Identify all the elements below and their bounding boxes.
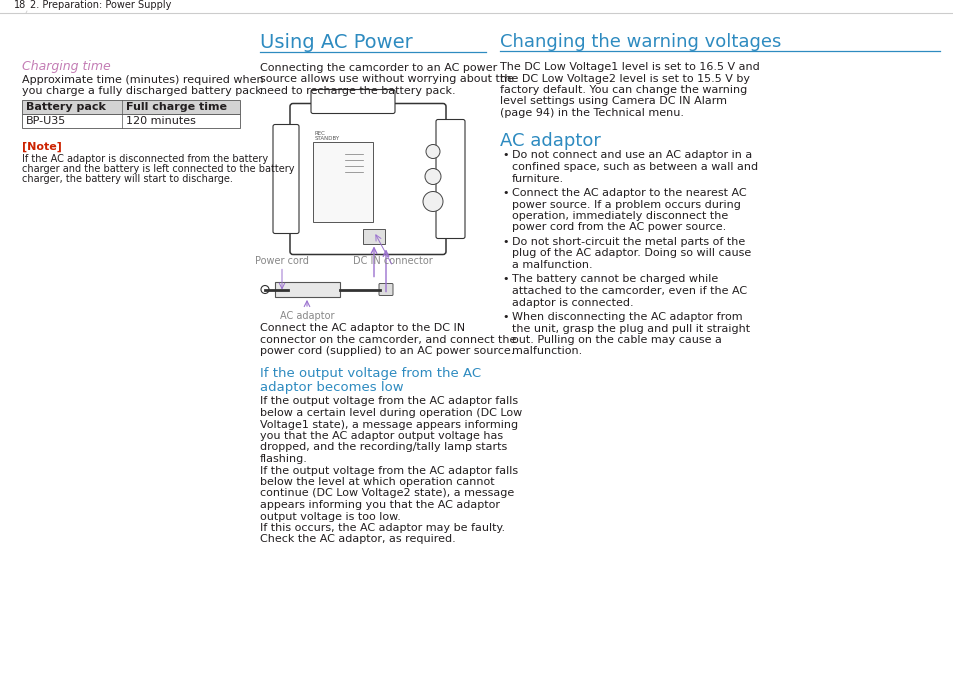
Text: •: •: [501, 151, 508, 161]
Text: REC
STANDBY: REC STANDBY: [314, 131, 340, 142]
Text: source allows use without worrying about the: source allows use without worrying about…: [260, 74, 514, 84]
Text: below the level at which operation cannot: below the level at which operation canno…: [260, 477, 494, 487]
Text: factory default. You can change the warning: factory default. You can change the warn…: [499, 85, 746, 95]
Text: output voltage is too low.: output voltage is too low.: [260, 512, 400, 522]
Bar: [22, 114, 240, 128]
Text: out. Pulling on the cable may cause a: out. Pulling on the cable may cause a: [512, 335, 721, 345]
Text: If this occurs, the AC adaptor may be faulty.: If this occurs, the AC adaptor may be fa…: [260, 523, 504, 533]
Text: dropped, and the recording/tally lamp starts: dropped, and the recording/tally lamp st…: [260, 443, 507, 452]
Text: Power cord: Power cord: [254, 256, 309, 267]
Text: Connect the AC adaptor to the nearest AC: Connect the AC adaptor to the nearest AC: [512, 188, 746, 198]
Text: If the AC adaptor is disconnected from the battery: If the AC adaptor is disconnected from t…: [22, 154, 268, 164]
Text: you that the AC adaptor output voltage has: you that the AC adaptor output voltage h…: [260, 431, 502, 441]
Text: •: •: [501, 237, 508, 247]
Text: adaptor becomes low: adaptor becomes low: [260, 381, 403, 394]
Text: Battery pack: Battery pack: [26, 103, 106, 113]
Circle shape: [424, 169, 440, 184]
Text: The DC Low Voltage1 level is set to 16.5 V and: The DC Low Voltage1 level is set to 16.5…: [499, 62, 759, 72]
Text: operation, immediately disconnect the: operation, immediately disconnect the: [512, 211, 727, 221]
FancyBboxPatch shape: [378, 284, 393, 296]
Text: power cord from the AC power source.: power cord from the AC power source.: [512, 223, 725, 232]
Text: DC IN connector: DC IN connector: [353, 256, 433, 267]
Text: 2. Preparation: Power Supply: 2. Preparation: Power Supply: [30, 0, 172, 10]
Text: malfunction.: malfunction.: [512, 346, 581, 356]
Text: plug of the AC adaptor. Doing so will cause: plug of the AC adaptor. Doing so will ca…: [512, 248, 750, 259]
FancyBboxPatch shape: [436, 119, 464, 238]
Text: •: •: [501, 275, 508, 284]
Text: Approximate time (minutes) required when: Approximate time (minutes) required when: [22, 75, 263, 85]
FancyBboxPatch shape: [311, 90, 395, 113]
Text: 18: 18: [14, 0, 27, 10]
Text: attached to the camcorder, even if the AC: attached to the camcorder, even if the A…: [512, 286, 746, 296]
Text: AC adaptor: AC adaptor: [499, 132, 600, 149]
Text: When disconnecting the AC adaptor from: When disconnecting the AC adaptor from: [512, 312, 741, 322]
Text: Using AC Power: Using AC Power: [260, 33, 413, 52]
Text: Connecting the camcorder to an AC power: Connecting the camcorder to an AC power: [260, 63, 497, 73]
Text: If the output voltage from the AC adaptor falls: If the output voltage from the AC adapto…: [260, 466, 517, 475]
Text: confined space, such as between a wall and: confined space, such as between a wall a…: [512, 162, 758, 172]
Text: adaptor is connected.: adaptor is connected.: [512, 298, 633, 308]
Text: connector on the camcorder, and connect the: connector on the camcorder, and connect …: [260, 335, 516, 344]
Text: flashing.: flashing.: [260, 454, 308, 464]
Text: charger and the battery is left connected to the battery: charger and the battery is left connecte…: [22, 164, 294, 174]
Circle shape: [426, 144, 439, 159]
Text: Full charge time: Full charge time: [126, 103, 227, 113]
Text: BP-U35: BP-U35: [26, 117, 66, 126]
Text: Charging time: Charging time: [22, 60, 111, 73]
Text: furniture.: furniture.: [512, 173, 563, 184]
Text: continue (DC Low Voltage2 state), a message: continue (DC Low Voltage2 state), a mess…: [260, 489, 514, 499]
Text: level settings using Camera DC IN Alarm: level settings using Camera DC IN Alarm: [499, 97, 726, 107]
Bar: [313, 142, 373, 221]
Bar: [363, 229, 385, 244]
Text: •: •: [501, 312, 508, 322]
Circle shape: [261, 286, 269, 294]
Text: If the output voltage from the AC adaptor falls: If the output voltage from the AC adapto…: [260, 396, 517, 406]
Text: •: •: [501, 188, 508, 198]
Text: the DC Low Voltage2 level is set to 15.5 V by: the DC Low Voltage2 level is set to 15.5…: [499, 74, 749, 84]
Text: [Note]: [Note]: [22, 142, 62, 153]
FancyBboxPatch shape: [273, 124, 298, 234]
Text: a malfunction.: a malfunction.: [512, 260, 592, 270]
Text: you charge a fully discharged battery pack.: you charge a fully discharged battery pa…: [22, 86, 265, 97]
Bar: [22, 100, 240, 114]
Text: Do not connect and use an AC adaptor in a: Do not connect and use an AC adaptor in …: [512, 151, 752, 161]
Text: Changing the warning voltages: Changing the warning voltages: [499, 33, 781, 51]
Text: below a certain level during operation (DC Low: below a certain level during operation (…: [260, 408, 521, 418]
Text: appears informing you that the AC adaptor: appears informing you that the AC adapto…: [260, 500, 499, 510]
Text: the unit, grasp the plug and pull it straight: the unit, grasp the plug and pull it str…: [512, 323, 749, 333]
Text: 120 minutes: 120 minutes: [126, 117, 195, 126]
Text: Voltage1 state), a message appears informing: Voltage1 state), a message appears infor…: [260, 419, 517, 429]
FancyBboxPatch shape: [290, 103, 446, 254]
Text: charger, the battery will start to discharge.: charger, the battery will start to disch…: [22, 174, 233, 184]
Text: Do not short-circuit the metal parts of the: Do not short-circuit the metal parts of …: [512, 237, 744, 247]
Text: If the output voltage from the AC: If the output voltage from the AC: [260, 367, 480, 381]
Text: The battery cannot be charged while: The battery cannot be charged while: [512, 275, 718, 284]
Text: (page 94) in the Technical menu.: (page 94) in the Technical menu.: [499, 108, 683, 118]
Text: need to recharge the battery pack.: need to recharge the battery pack.: [260, 86, 456, 96]
Text: power cord (supplied) to an AC power source.: power cord (supplied) to an AC power sou…: [260, 346, 514, 356]
Bar: [274, 282, 339, 297]
Text: AC adaptor: AC adaptor: [279, 311, 334, 321]
Text: power source. If a problem occurs during: power source. If a problem occurs during: [512, 200, 740, 209]
Text: Check the AC adaptor, as required.: Check the AC adaptor, as required.: [260, 535, 456, 545]
Circle shape: [422, 192, 442, 211]
Text: Connect the AC adaptor to the DC IN: Connect the AC adaptor to the DC IN: [260, 323, 465, 333]
